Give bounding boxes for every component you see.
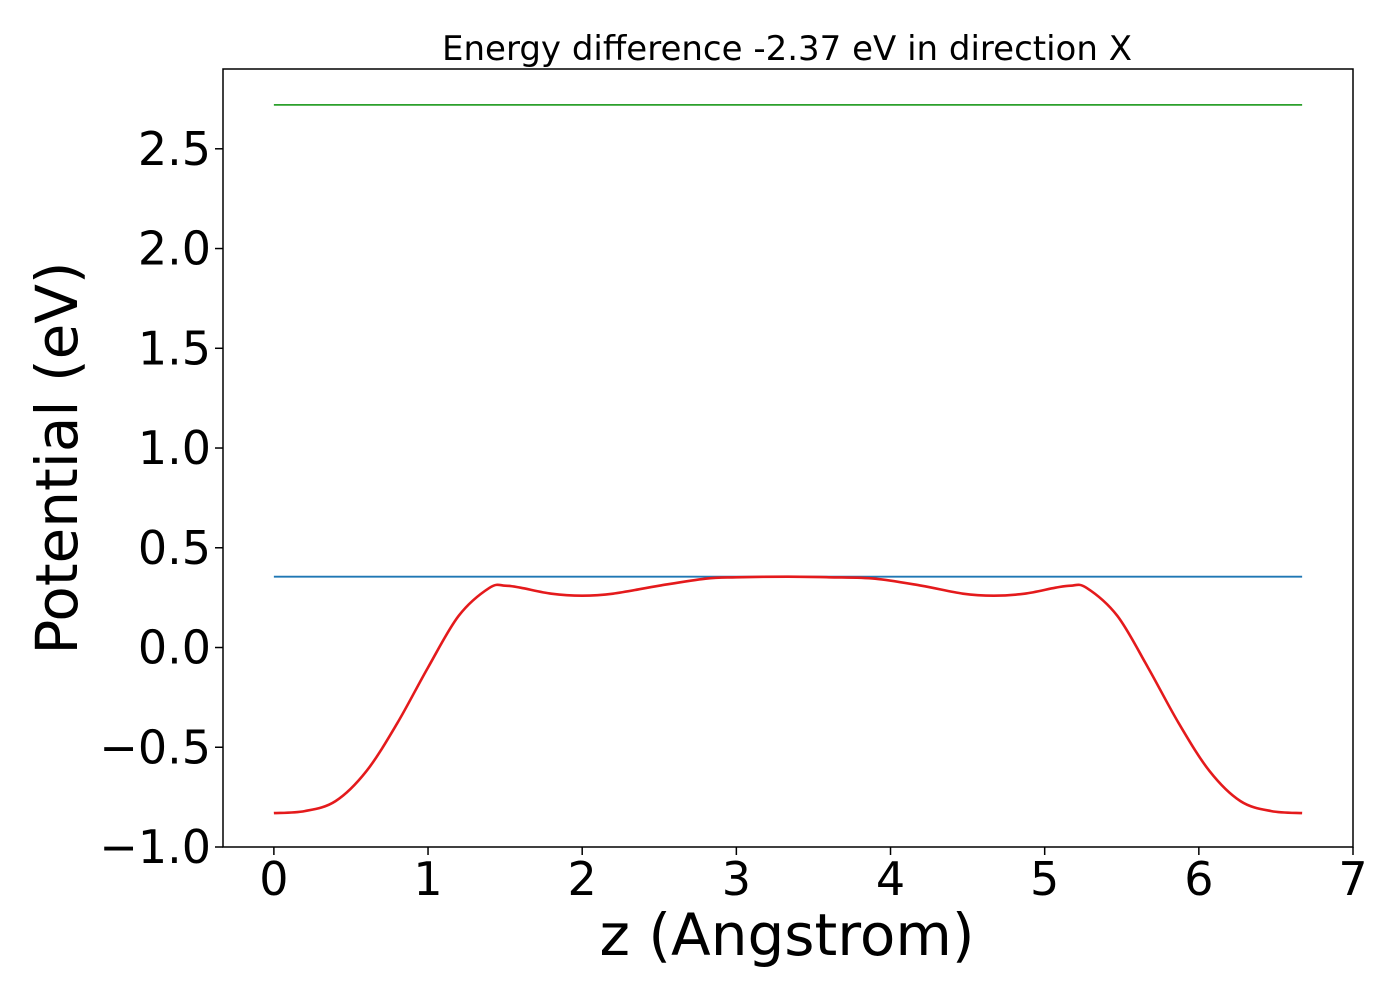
x-tick-label: 1 <box>413 852 442 906</box>
plot-frame <box>222 68 1354 848</box>
x-tick-label: 3 <box>722 852 751 906</box>
chart-title: Energy difference -2.37 eV in direction … <box>442 29 1132 69</box>
y-tick-label: −0.5 <box>99 720 211 774</box>
y-axis-label: Potential (eV) <box>23 261 91 654</box>
y-axis: −1.0 −0.5 0.0 0.5 1.0 1.5 2.0 2.5 <box>99 122 223 874</box>
x-tick-label: 2 <box>568 852 597 906</box>
red-potential-curve <box>273 575 1303 815</box>
plot-series <box>273 104 1303 815</box>
x-tick-label: 6 <box>1184 852 1213 906</box>
x-tick-label: 7 <box>1338 852 1367 906</box>
y-tick-label: 1.5 <box>138 321 211 375</box>
x-tick-label: 5 <box>1030 852 1059 906</box>
x-axis: 0 1 2 3 4 5 6 7 <box>259 847 1368 906</box>
y-tick-label: 0.5 <box>138 521 211 575</box>
y-tick-label: −1.0 <box>99 820 211 874</box>
y-tick-label: 2.5 <box>138 122 211 176</box>
x-tick-label: 4 <box>876 852 905 906</box>
y-tick-label: 1.0 <box>138 421 211 475</box>
x-tick-label: 0 <box>259 852 288 906</box>
y-tick-label: 0.0 <box>138 621 211 675</box>
x-axis-label: z (Angstrom) <box>600 901 975 969</box>
y-tick-label: 2.0 <box>138 222 211 276</box>
